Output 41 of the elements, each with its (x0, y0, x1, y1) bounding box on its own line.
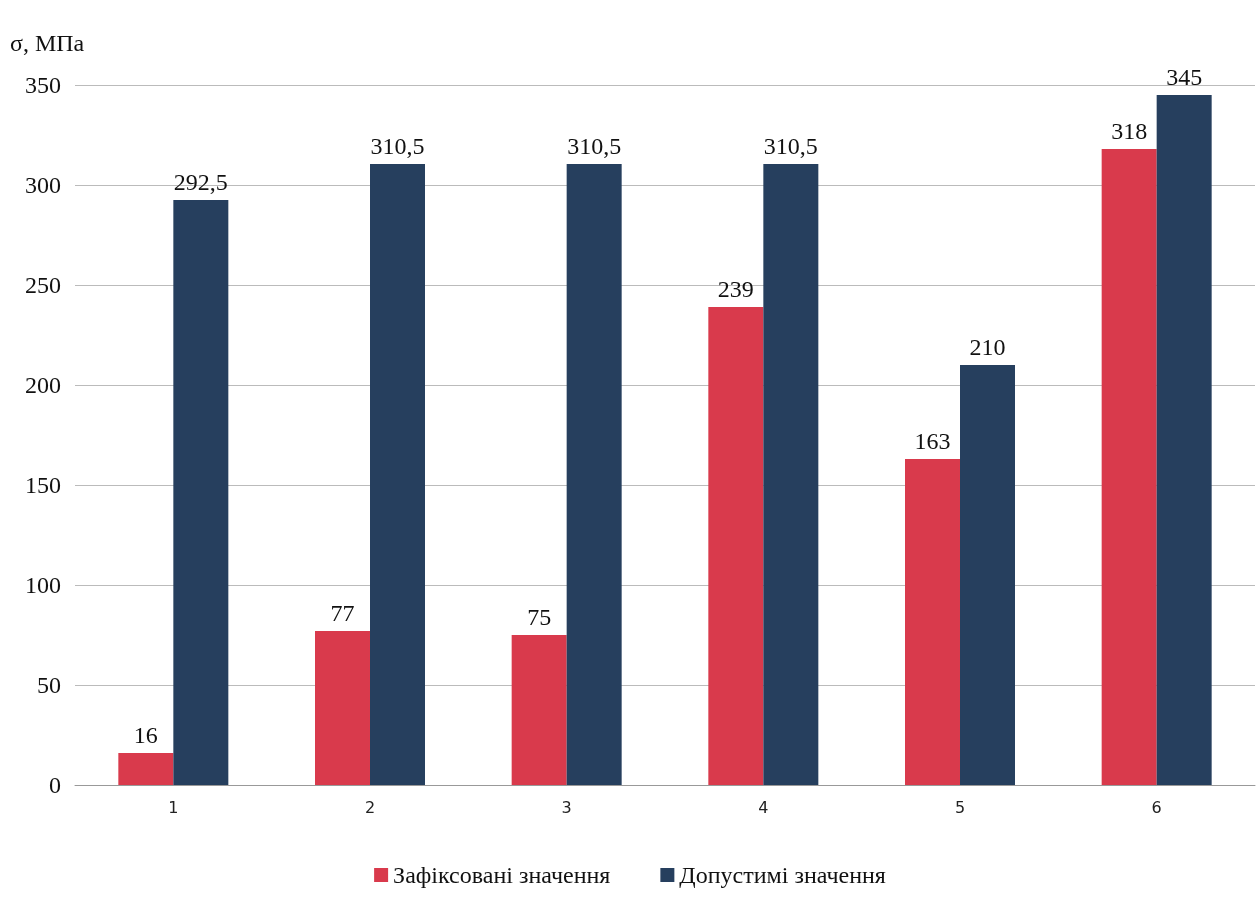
y-tick-label: 0 (49, 772, 61, 798)
x-tick-label: 1 (168, 797, 179, 817)
bar (118, 753, 174, 785)
x-tick-label: 6 (1151, 797, 1162, 817)
y-tick-label: 200 (25, 372, 61, 398)
y-tick-label: 350 (25, 72, 61, 98)
y-tick-label: 300 (25, 172, 61, 198)
data-label: 345 (1166, 64, 1203, 90)
x-tick-label: 5 (954, 797, 966, 817)
bar (960, 365, 1015, 785)
data-label: 16 (133, 722, 158, 748)
bar (315, 631, 370, 785)
bar (566, 164, 622, 785)
bar (905, 459, 960, 785)
legend-label: Зафіксовані значення (393, 862, 611, 888)
data-label: 310,5 (763, 133, 818, 159)
data-label: 310,5 (370, 133, 425, 159)
bar (763, 164, 819, 785)
bar (708, 307, 764, 785)
y-axis-title: σ, МПа (10, 30, 85, 56)
data-label: 75 (527, 604, 552, 630)
bar (370, 164, 425, 785)
bar (511, 635, 567, 785)
x-tick-label: 4 (758, 797, 769, 817)
y-tick-label: 100 (25, 572, 61, 598)
y-tick-label: 150 (25, 472, 61, 498)
y-tick-label: 50 (37, 672, 61, 698)
data-label: 163 (914, 428, 951, 454)
bar (173, 200, 229, 785)
bar (1156, 95, 1212, 785)
data-label: 310,5 (567, 133, 622, 159)
y-tick-label: 250 (25, 272, 61, 298)
x-tick-label: 3 (561, 797, 572, 817)
data-label: 318 (1111, 118, 1148, 144)
data-label: 239 (717, 276, 754, 302)
data-label: 210 (969, 334, 1006, 360)
bar (1101, 149, 1157, 785)
x-tick-label: 2 (364, 797, 376, 817)
data-label: 292,5 (173, 169, 228, 195)
legend-label: Допустимі значення (679, 862, 886, 888)
data-label: 77 (330, 600, 355, 626)
